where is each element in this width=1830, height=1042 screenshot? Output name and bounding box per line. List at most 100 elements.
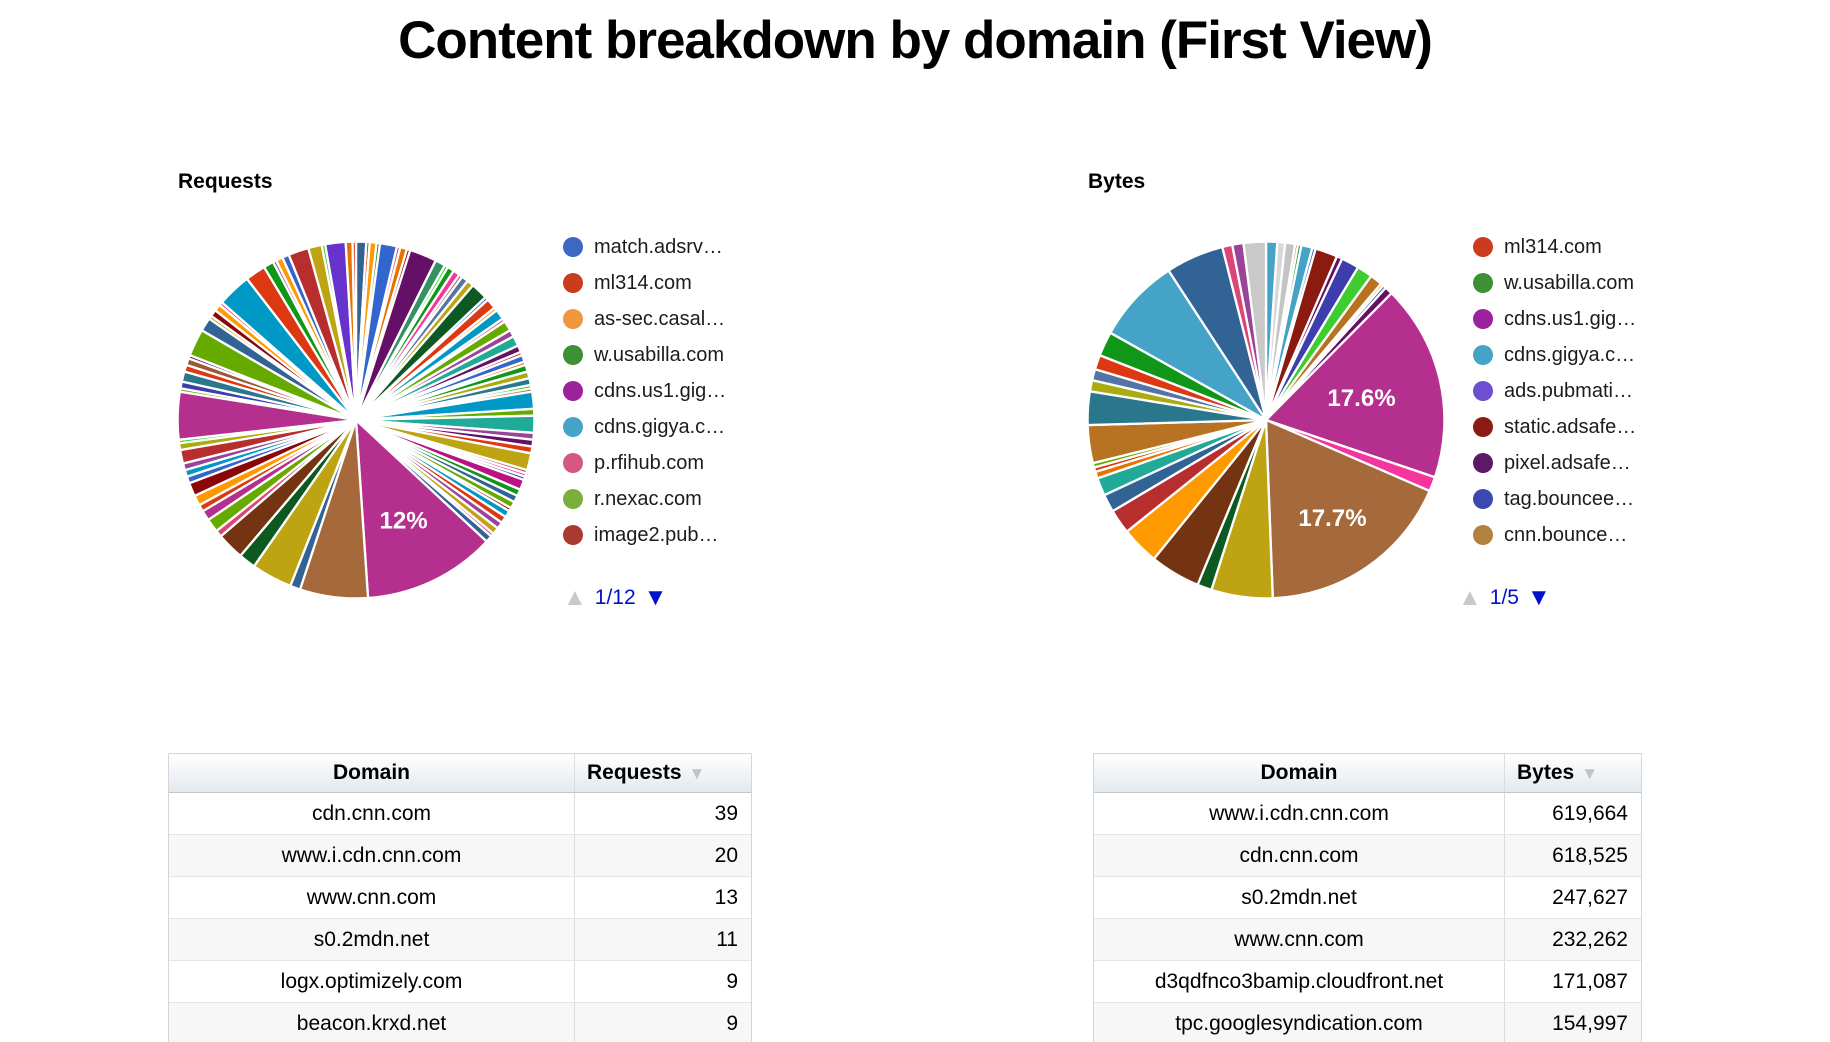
table-header-row: Domain Requests ▼: [169, 754, 751, 793]
bytes-pie-chart[interactable]: 17.6% 17.7%: [1084, 238, 1448, 602]
bytes-legend-pagination: ▲ 1/5 ▼: [1458, 584, 1551, 612]
legend-page-indicator: 1/5: [1489, 586, 1519, 609]
table-body: cdn.cnn.com 39 www.i.cdn.cnn.com 20 www.cnn.…: [169, 793, 751, 1042]
legend-item[interactable]: ads.pubmati…: [1473, 373, 1688, 409]
domain-cell: s0.2mdn.net: [1241, 886, 1357, 909]
legend-page-up-icon[interactable]: ▲: [1458, 584, 1482, 611]
legend-color-dot-icon: [563, 453, 583, 473]
value-column-header-label: Requests: [587, 761, 682, 784]
value-cell: 9: [574, 961, 751, 1002]
legend-color-dot-icon: [563, 381, 583, 401]
bytes-table: Domain Bytes ▼ www.i.cdn.cnn.com 619,664 cdn.…: [1093, 753, 1642, 1042]
legend-color-dot-icon: [1473, 381, 1493, 401]
legend-color-dot-icon: [1473, 453, 1493, 473]
value-cell: 154,997: [1504, 1003, 1641, 1042]
pie-slice[interactable]: [354, 417, 489, 600]
legend-page-up-icon[interactable]: ▲: [563, 584, 587, 611]
value-cell: 618,525: [1504, 835, 1641, 876]
table-row: www.cnn.com 232,262: [1094, 918, 1641, 960]
page-title: Content breakdown by domain (First View): [398, 11, 1433, 70]
requests-table: Domain Requests ▼ cdn.cnn.com 39 www.i.cdn.cn…: [168, 753, 752, 1042]
pie-slice-percentage-label: 17.6%: [1327, 385, 1395, 412]
domain-cell: logx.optimizely.com: [280, 970, 463, 993]
value-column-header-label: Bytes: [1517, 761, 1575, 784]
value-column-header[interactable]: Bytes ▼: [1504, 754, 1641, 792]
table-body: www.i.cdn.cnn.com 619,664 cdn.cnn.com 618,5…: [1094, 793, 1641, 1042]
value-cell: 619,664: [1504, 793, 1641, 834]
table-row: logx.optimizely.com 9: [169, 960, 751, 1002]
legend-color-dot-icon: [563, 345, 583, 365]
legend-page-down-icon[interactable]: ▼: [1526, 584, 1551, 611]
pie-slice-percentage-label: 17.7%: [1298, 505, 1366, 532]
legend-item[interactable]: tag.bouncee…: [1473, 481, 1688, 517]
legend-item[interactable]: cdns.us1.gig…: [563, 373, 778, 409]
legend-item-label: image2.pub…: [594, 523, 719, 546]
legend-item[interactable]: as-sec.casal…: [563, 301, 778, 337]
legend-item[interactable]: p.rfihub.com: [563, 445, 778, 481]
table-row: d3qdfnco3bamip.cloudfront.net 171,087: [1094, 960, 1641, 1002]
pie-slice[interactable]: [1264, 418, 1432, 600]
legend-item[interactable]: cdns.gigya.c…: [1473, 337, 1688, 373]
legend-item[interactable]: w.usabilla.com: [1473, 265, 1688, 301]
value-cell: 11: [574, 919, 751, 960]
legend-item-label: w.usabilla.com: [1504, 271, 1635, 294]
legend-item-label: cdns.us1.gig…: [594, 379, 727, 402]
table-header-row: Domain Bytes ▼: [1094, 754, 1641, 793]
legend-color-dot-icon: [563, 237, 583, 257]
table-row: s0.2mdn.net 11: [169, 918, 751, 960]
legend-item-label: cdns.gigya.c…: [594, 415, 726, 438]
sort-descending-icon[interactable]: ▼: [1581, 764, 1599, 783]
bytes-pie-legend: ml314.com w.usabilla.com cdns.us1.gig… cdns…: [1473, 229, 1688, 553]
domain-cell: cdn.cnn.com: [1239, 844, 1359, 867]
legend-item[interactable]: match.adsrv…: [563, 229, 778, 265]
table-row: s0.2mdn.net 247,627: [1094, 876, 1641, 918]
table-row: www.i.cdn.cnn.com 619,664: [1094, 793, 1641, 834]
legend-item[interactable]: image2.pub…: [563, 517, 778, 553]
domain-cell: www.i.cdn.cnn.com: [281, 844, 462, 867]
legend-item-label: w.usabilla.com: [594, 343, 725, 366]
bytes-chart-label: Bytes: [1088, 170, 1146, 193]
legend-item[interactable]: cdns.us1.gig…: [1473, 301, 1688, 337]
legend-item-label: ml314.com: [1504, 235, 1602, 258]
domain-cell: cdn.cnn.com: [311, 802, 432, 825]
domain-cell: beacon.krxd.net: [296, 1012, 447, 1035]
legend-item[interactable]: cdns.gigya.c…: [563, 409, 778, 445]
legend-item[interactable]: cnn.bounce…: [1473, 517, 1688, 553]
legend-item[interactable]: w.usabilla.com: [563, 337, 778, 373]
legend-color-dot-icon: [563, 417, 583, 437]
value-cell: 171,087: [1504, 961, 1641, 1002]
legend-color-dot-icon: [1473, 489, 1493, 509]
legend-item[interactable]: static.adsafe…: [1473, 409, 1688, 445]
legend-color-dot-icon: [563, 489, 583, 509]
legend-item-label: cdns.gigya.c…: [1504, 343, 1636, 366]
legend-page-down-icon[interactable]: ▼: [643, 584, 668, 611]
pie-slice[interactable]: [1242, 240, 1268, 421]
domain-cell: www.cnn.com: [1234, 928, 1364, 951]
legend-item-label: static.adsafe…: [1504, 415, 1637, 438]
domain-column-header[interactable]: Domain: [1260, 761, 1338, 784]
legend-item-label: ads.pubmati…: [1504, 379, 1633, 402]
requests-chart-label: Requests: [178, 170, 273, 193]
pie-slice[interactable]: [1263, 291, 1446, 479]
pie-slice[interactable]: [351, 240, 358, 421]
table-row: cdn.cnn.com 39: [169, 793, 751, 834]
requests-legend-pagination: ▲ 1/12 ▼: [563, 584, 667, 612]
legend-item[interactable]: pixel.adsafe…: [1473, 445, 1688, 481]
domain-column-header[interactable]: Domain: [332, 761, 410, 784]
legend-color-dot-icon: [1473, 525, 1493, 545]
domain-cell: tpc.googlesyndication.com: [1175, 1012, 1423, 1035]
value-cell: 232,262: [1504, 919, 1641, 960]
legend-color-dot-icon: [563, 273, 583, 293]
legend-item-label: r.nexac.com: [594, 487, 702, 510]
requests-pie-chart[interactable]: 12%: [174, 238, 538, 602]
legend-color-dot-icon: [1473, 237, 1493, 257]
value-column-header[interactable]: Requests ▼: [574, 754, 751, 792]
table-row: www.i.cdn.cnn.com 20: [169, 834, 751, 876]
legend-item[interactable]: ml314.com: [563, 265, 778, 301]
value-cell: 9: [574, 1003, 751, 1042]
sort-descending-icon[interactable]: ▼: [688, 764, 706, 783]
legend-item-label: cdns.us1.gig…: [1504, 307, 1637, 330]
legend-item[interactable]: r.nexac.com: [563, 481, 778, 517]
legend-item[interactable]: ml314.com: [1473, 229, 1688, 265]
